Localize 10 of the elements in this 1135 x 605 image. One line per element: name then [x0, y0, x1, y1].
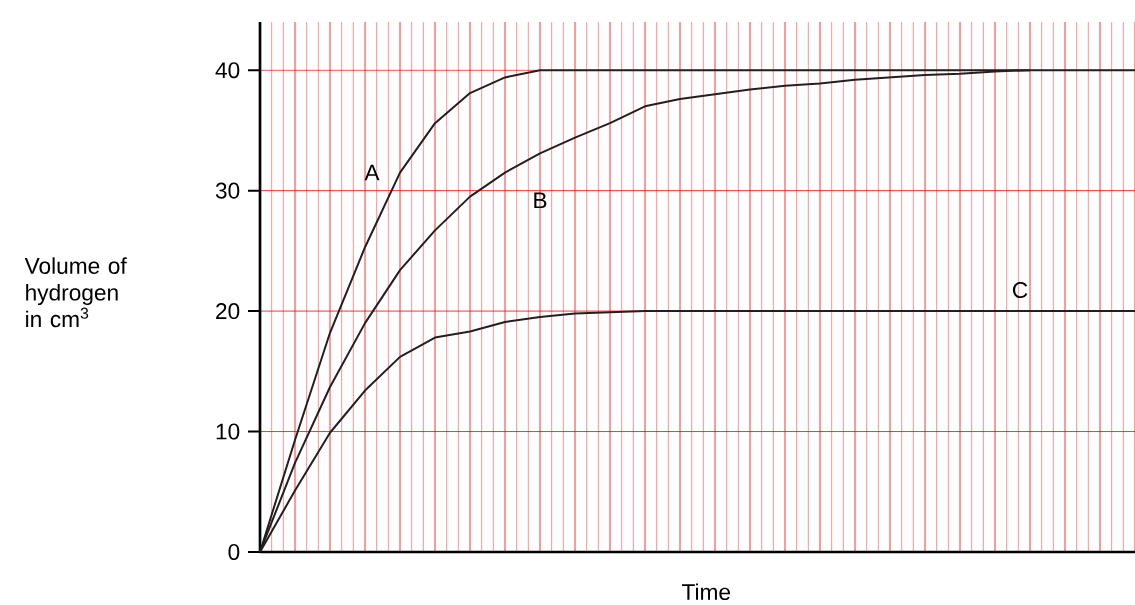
- y-tick-label: 30: [215, 182, 240, 199]
- x-axis-title: Time: [681, 583, 731, 601]
- series-label: A: [364, 164, 380, 181]
- y-tick-label: 0: [228, 543, 240, 561]
- y-tick-label: 20: [216, 303, 240, 320]
- series-label: B: [534, 192, 547, 209]
- y-axis-title: Volume of hydrogen in cm$^{3}$: [24, 257, 127, 328]
- y-tick-label: 10: [216, 423, 240, 440]
- y-tick-label: 40: [215, 62, 240, 79]
- series-label: C: [1012, 282, 1028, 299]
